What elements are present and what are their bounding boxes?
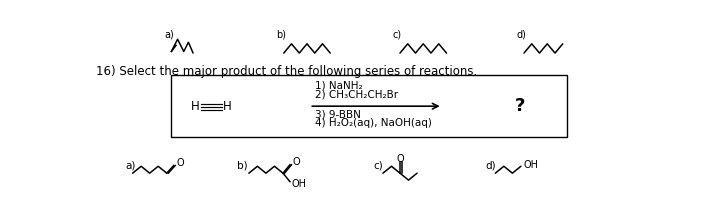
- Text: H: H: [191, 100, 199, 114]
- Text: ?: ?: [515, 97, 526, 115]
- Text: H: H: [222, 100, 232, 114]
- Text: a): a): [164, 30, 174, 40]
- Text: 4) H₂O₂(aq), NaOH(aq): 4) H₂O₂(aq), NaOH(aq): [315, 118, 431, 128]
- Text: d): d): [485, 160, 496, 170]
- Text: O: O: [177, 158, 184, 168]
- Text: OH: OH: [524, 160, 539, 170]
- Text: OH: OH: [292, 179, 307, 189]
- Text: b): b): [276, 30, 286, 40]
- Text: 1) NaNH₂: 1) NaNH₂: [315, 81, 362, 91]
- Text: 16) Select the major product of the following series of reactions.: 16) Select the major product of the foll…: [96, 65, 477, 78]
- Text: 3) 9-BBN: 3) 9-BBN: [315, 109, 361, 119]
- Text: d): d): [516, 30, 526, 40]
- Bar: [171, 75, 567, 137]
- Text: a): a): [125, 160, 135, 170]
- Text: O: O: [292, 157, 300, 167]
- Text: c): c): [373, 160, 382, 170]
- Text: O: O: [397, 154, 405, 164]
- Text: b): b): [238, 160, 248, 170]
- Text: c): c): [392, 30, 401, 40]
- Text: 2) CH₃CH₂CH₂Br: 2) CH₃CH₂CH₂Br: [315, 89, 398, 99]
